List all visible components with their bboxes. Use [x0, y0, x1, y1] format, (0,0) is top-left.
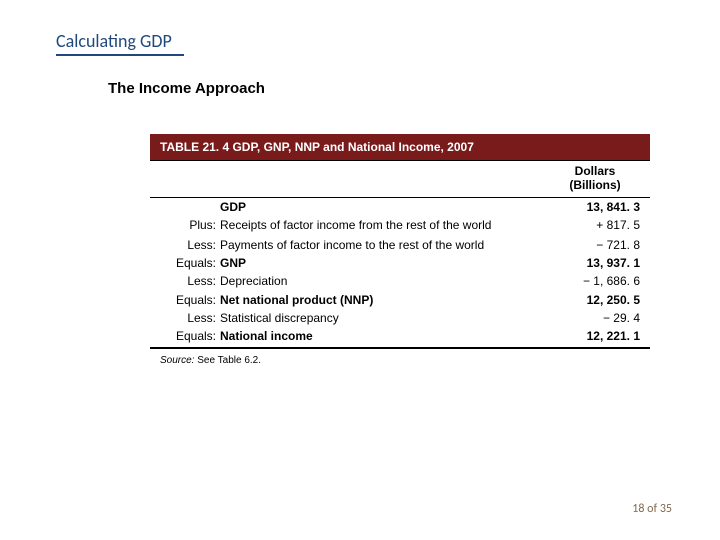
row-value: − 1, 686. 6	[550, 273, 640, 289]
col-header-line1: Dollars	[550, 165, 640, 179]
page-title: Calculating GDP	[56, 30, 172, 52]
row-value: 12, 250. 5	[550, 292, 640, 308]
row-label: GDP	[220, 199, 550, 215]
table-row: Less:Payments of factor income to the re…	[150, 236, 650, 254]
source-label: Source:	[160, 355, 194, 366]
table-row: Plus:Receipts of factor income from the …	[150, 216, 650, 234]
table-source: Source: See Table 6.2.	[150, 349, 650, 366]
source-text: See Table 6.2.	[197, 355, 261, 366]
row-value: 13, 841. 3	[550, 199, 640, 215]
row-prefix: Plus:	[160, 217, 220, 233]
row-label: Payments of factor income to the rest of…	[220, 237, 550, 253]
row-prefix: Less:	[160, 273, 220, 289]
page-subtitle: The Income Approach	[108, 80, 265, 97]
table-row: Equals:National income12, 221. 1	[150, 327, 650, 345]
row-label: National income	[220, 328, 550, 344]
row-prefix: Equals:	[160, 328, 220, 344]
table-column-header: Dollars (Billions)	[150, 161, 650, 198]
table-row: Equals:GNP13, 937. 1	[150, 254, 650, 272]
row-value: 12, 221. 1	[550, 328, 640, 344]
col-header-line2: (Billions)	[550, 179, 640, 193]
row-prefix: Less:	[160, 310, 220, 326]
row-label: Receipts of factor income from the rest …	[220, 217, 550, 233]
row-prefix: Equals:	[160, 292, 220, 308]
row-value: − 721. 8	[550, 237, 640, 253]
row-label: GNP	[220, 255, 550, 271]
table-row: Less:Depreciation− 1, 686. 6	[150, 272, 650, 290]
row-label: Statistical discrepancy	[220, 310, 550, 326]
row-prefix	[160, 199, 220, 215]
row-value: − 29. 4	[550, 310, 640, 326]
table-row: GDP13, 841. 3	[150, 198, 650, 216]
gdp-table: TABLE 21. 4 GDP, GNP, NNP and National I…	[150, 134, 650, 366]
row-prefix: Less:	[160, 237, 220, 253]
table-row: Less:Statistical discrepancy− 29. 4	[150, 309, 650, 327]
row-label: Net national product (NNP)	[220, 292, 550, 308]
table-row: Equals:Net national product (NNP)12, 250…	[150, 291, 650, 309]
row-label: Depreciation	[220, 273, 550, 289]
title-underline	[56, 54, 184, 56]
row-prefix: Equals:	[160, 255, 220, 271]
table-caption: TABLE 21. 4 GDP, GNP, NNP and National I…	[150, 134, 650, 161]
row-value: 13, 937. 1	[550, 255, 640, 271]
table-body: GDP13, 841. 3Plus:Receipts of factor inc…	[150, 198, 650, 346]
page-number: 18 of 35	[632, 502, 672, 516]
row-value: + 817. 5	[550, 217, 640, 233]
